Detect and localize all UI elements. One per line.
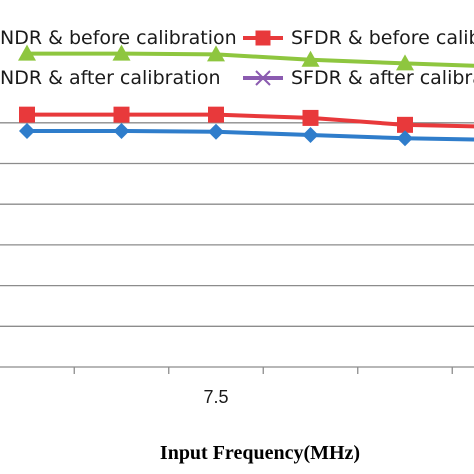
legend-item-sfdr-after: SFDR & after calibration	[243, 67, 474, 89]
legend-label-sfdr-before: SFDR & before calibration	[291, 27, 474, 49]
data-point-sfdr-before-calibration	[397, 116, 413, 133]
data-point-ndr-before-calibration	[302, 127, 319, 144]
x-axis-title: Input Frequency(MHz)	[160, 442, 360, 464]
series-line-ndr-after-calibration	[27, 51, 474, 68]
data-point-ndr-before-calibration	[397, 130, 413, 147]
legend-item-ndr-after: NDR & after calibration	[0, 67, 221, 89]
legend: NDR & before calibration SFDR & before c…	[0, 27, 474, 89]
series-ndr-after-calibration	[18, 44, 474, 71]
legend-marker-sfdr-after	[255, 70, 271, 86]
data-point-ndr-before-calibration	[113, 122, 130, 139]
legend-label-sfdr-after: SFDR & after calibration	[291, 67, 474, 89]
data-point-sfdr-before-calibration	[19, 106, 35, 123]
series-line-sfdr-before-calibration	[27, 112, 474, 129]
data-point-ndr-before-calibration	[19, 122, 35, 139]
x-tick-label: 7.5	[203, 387, 228, 407]
data-point-sfdr-before-calibration	[302, 109, 319, 126]
legend-label-ndr-after: NDR & after calibration	[0, 67, 221, 89]
series-line-ndr-before-calibration	[27, 128, 474, 142]
data-point-ndr-after-calibration	[18, 44, 36, 61]
data-point-ndr-before-calibration	[208, 123, 224, 140]
series-ndr-before-calibration	[19, 122, 474, 147]
x-axis-ticks: 7.5	[73, 367, 453, 407]
legend-label-ndr-before: NDR & before calibration	[0, 27, 237, 49]
data-point-ndr-after-calibration	[112, 44, 131, 61]
legend-marker-sfdr-before	[255, 30, 271, 46]
legend-item-ndr-before: NDR & before calibration	[0, 27, 237, 49]
data-point-sfdr-before-calibration	[113, 106, 130, 123]
data-point-ndr-after-calibration	[207, 45, 225, 62]
series-sfdr-before-calibration	[19, 106, 474, 133]
data-point-ndr-after-calibration	[396, 54, 414, 71]
data-point-ndr-after-calibration	[301, 50, 320, 67]
plot-series	[18, 44, 474, 147]
legend-item-sfdr-before: SFDR & before calibration	[243, 27, 474, 49]
gridlines	[0, 122, 474, 327]
data-point-sfdr-before-calibration	[208, 106, 224, 123]
